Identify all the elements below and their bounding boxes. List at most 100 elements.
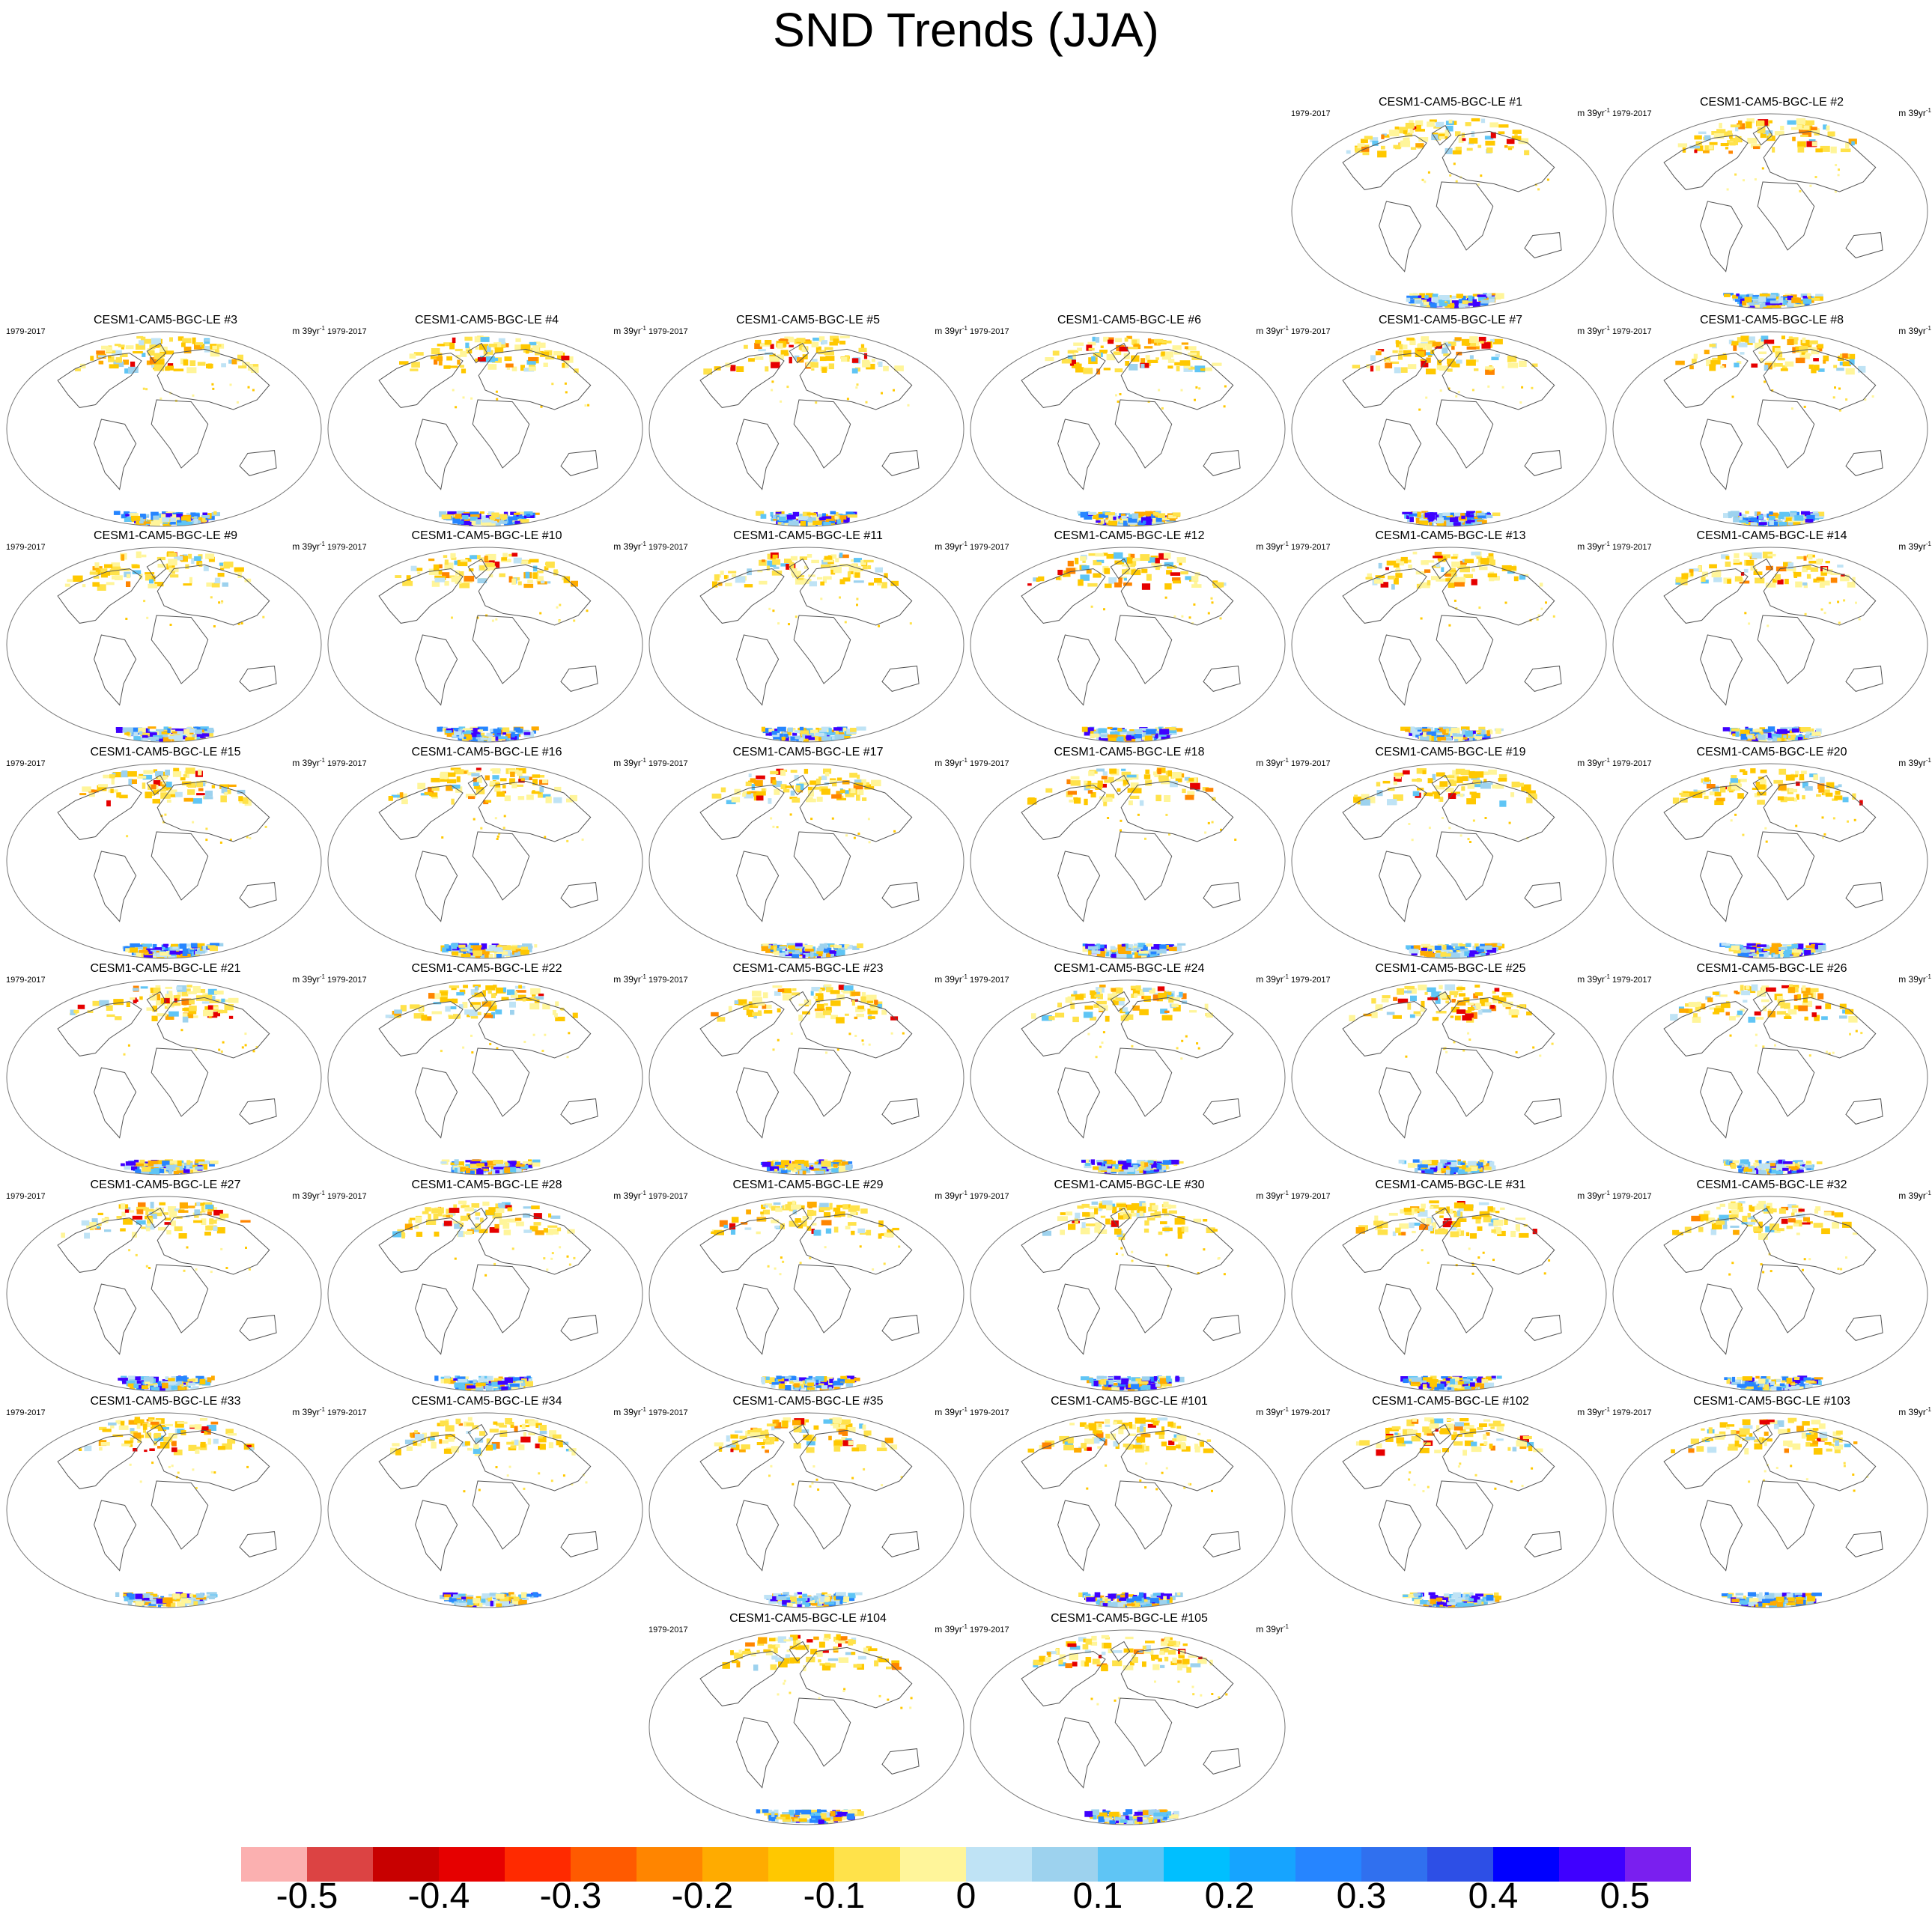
map-panel: CESM1-CAM5-BGC-LE #12 1979-2017 m 39yr-1 [970, 529, 1289, 743]
panel-title: CESM1-CAM5-BGC-LE #11 [733, 529, 883, 542]
coastlines [378, 342, 598, 490]
map [6, 1412, 322, 1608]
map-panel: CESM1-CAM5-BGC-LE #25 1979-2017 m 39yr-1 [1291, 961, 1610, 1176]
trend-field [385, 984, 578, 1175]
colorbar-swatch [505, 1847, 571, 1882]
trend-field [395, 553, 589, 742]
map-boundary [648, 547, 965, 743]
map-boundary [1612, 113, 1928, 309]
map-boundary [327, 763, 643, 959]
trend-field [712, 552, 912, 742]
coastlines [1663, 558, 1883, 706]
panel-title: CESM1-CAM5-BGC-LE #13 [1375, 529, 1526, 542]
map [1291, 547, 1607, 743]
coastlines [1021, 1423, 1241, 1572]
map-boundary [1612, 1196, 1928, 1392]
panel-title: CESM1-CAM5-BGC-LE #16 [411, 746, 562, 758]
map-boundary [648, 1629, 965, 1825]
trend-field [1672, 768, 1863, 958]
panel-units: m 39yr-1 [1898, 541, 1931, 552]
panel-units: m 39yr-1 [1898, 757, 1931, 768]
panel-units: m 39yr-1 [935, 541, 967, 552]
panel-units: m 39yr-1 [1577, 1406, 1610, 1417]
trend-field [711, 984, 905, 1175]
coastlines [1342, 342, 1562, 490]
panel-title: CESM1-CAM5-BGC-LE #2 [1699, 96, 1844, 109]
map-panel: CESM1-CAM5-BGC-LE #33 1979-2017 m 39yr-1 [6, 1394, 325, 1608]
map-panel: CESM1-CAM5-BGC-LE #18 1979-2017 m 39yr-1 [970, 745, 1289, 959]
map [1291, 113, 1607, 309]
map-panel: CESM1-CAM5-BGC-LE #102 1979-2017 m 39yr-1 [1291, 1394, 1610, 1608]
trend-field [1675, 551, 1861, 742]
panel-units: m 39yr-1 [1577, 541, 1610, 552]
colorbar-swatch [768, 1847, 835, 1882]
map-boundary [648, 1412, 965, 1608]
coastlines [57, 342, 277, 490]
map-boundary [327, 979, 643, 1176]
map-boundary [970, 1412, 1286, 1608]
map-boundary [648, 331, 965, 527]
map-panel: CESM1-CAM5-BGC-LE #1 1979-2017 m 39yr-1 [1291, 95, 1610, 309]
map [970, 1196, 1286, 1392]
panel-units: m 39yr-1 [935, 325, 967, 336]
map-boundary [648, 763, 965, 959]
map [648, 979, 965, 1176]
colorbar-tick-label: -0.3 [539, 1876, 602, 1916]
trend-field [703, 335, 910, 526]
map [1612, 979, 1928, 1176]
map-panel: CESM1-CAM5-BGC-LE #27 1979-2017 m 39yr-1 [6, 1178, 325, 1392]
panel-title: CESM1-CAM5-BGC-LE #34 [411, 1395, 562, 1408]
panel-title: CESM1-CAM5-BGC-LE #30 [1054, 1179, 1205, 1191]
panel-title: CESM1-CAM5-BGC-LE #20 [1696, 746, 1847, 758]
trend-field [1670, 984, 1863, 1175]
colorbar-swatch [1625, 1847, 1691, 1882]
colorbar-tick-label: 0.4 [1468, 1876, 1519, 1916]
colorbar-swatch [900, 1847, 967, 1882]
map-boundary [1612, 547, 1928, 743]
panel-period: 1979-2017 [648, 976, 688, 985]
coastlines [1021, 991, 1241, 1139]
colorbar-tick-label: 0.3 [1336, 1876, 1387, 1916]
trend-field [61, 1202, 251, 1391]
panel-period: 1979-2017 [327, 976, 367, 985]
panel-period: 1979-2017 [1291, 543, 1331, 552]
panel-period: 1979-2017 [6, 543, 46, 552]
colorbar-tick-label: -0.5 [276, 1876, 338, 1916]
panel-title: CESM1-CAM5-BGC-LE #14 [1696, 529, 1847, 542]
trend-field [1672, 1200, 1858, 1391]
map [327, 1412, 643, 1608]
panel-units: m 39yr-1 [292, 325, 325, 336]
coastlines [1663, 1423, 1883, 1572]
map [648, 1412, 965, 1608]
map [6, 979, 322, 1176]
panel-title: CESM1-CAM5-BGC-LE #35 [732, 1395, 884, 1408]
colorbar-swatch [1295, 1847, 1362, 1882]
colorbar-swatch [373, 1847, 440, 1882]
panel-period: 1979-2017 [1291, 327, 1331, 336]
panel-period: 1979-2017 [1291, 1408, 1331, 1417]
map-boundary [327, 1196, 643, 1392]
panel-period: 1979-2017 [1291, 759, 1331, 768]
panel-period: 1979-2017 [327, 327, 367, 336]
panel-units: m 39yr-1 [935, 757, 967, 768]
map [970, 1412, 1286, 1608]
panel-period: 1979-2017 [1612, 759, 1652, 768]
panel-units: m 39yr-1 [1256, 973, 1289, 985]
panel-period: 1979-2017 [970, 543, 1009, 552]
map-panel: CESM1-CAM5-BGC-LE #16 1979-2017 m 39yr-1 [327, 745, 646, 959]
map-panel: CESM1-CAM5-BGC-LE #19 1979-2017 m 39yr-1 [1291, 745, 1610, 959]
map [327, 331, 643, 527]
panel-units: m 39yr-1 [1256, 325, 1289, 336]
panel-period: 1979-2017 [327, 1192, 367, 1201]
map [327, 1196, 643, 1392]
map-boundary [327, 1412, 643, 1608]
panel-units: m 39yr-1 [292, 973, 325, 985]
coastlines [378, 991, 598, 1139]
coastlines [699, 558, 920, 706]
coastlines [378, 558, 598, 706]
coastlines [1342, 1207, 1562, 1355]
panel-period: 1979-2017 [648, 1626, 688, 1634]
coastlines [1342, 774, 1562, 922]
colorbar-swatch [439, 1847, 505, 1882]
panel-title: CESM1-CAM5-BGC-LE #103 [1693, 1395, 1850, 1408]
